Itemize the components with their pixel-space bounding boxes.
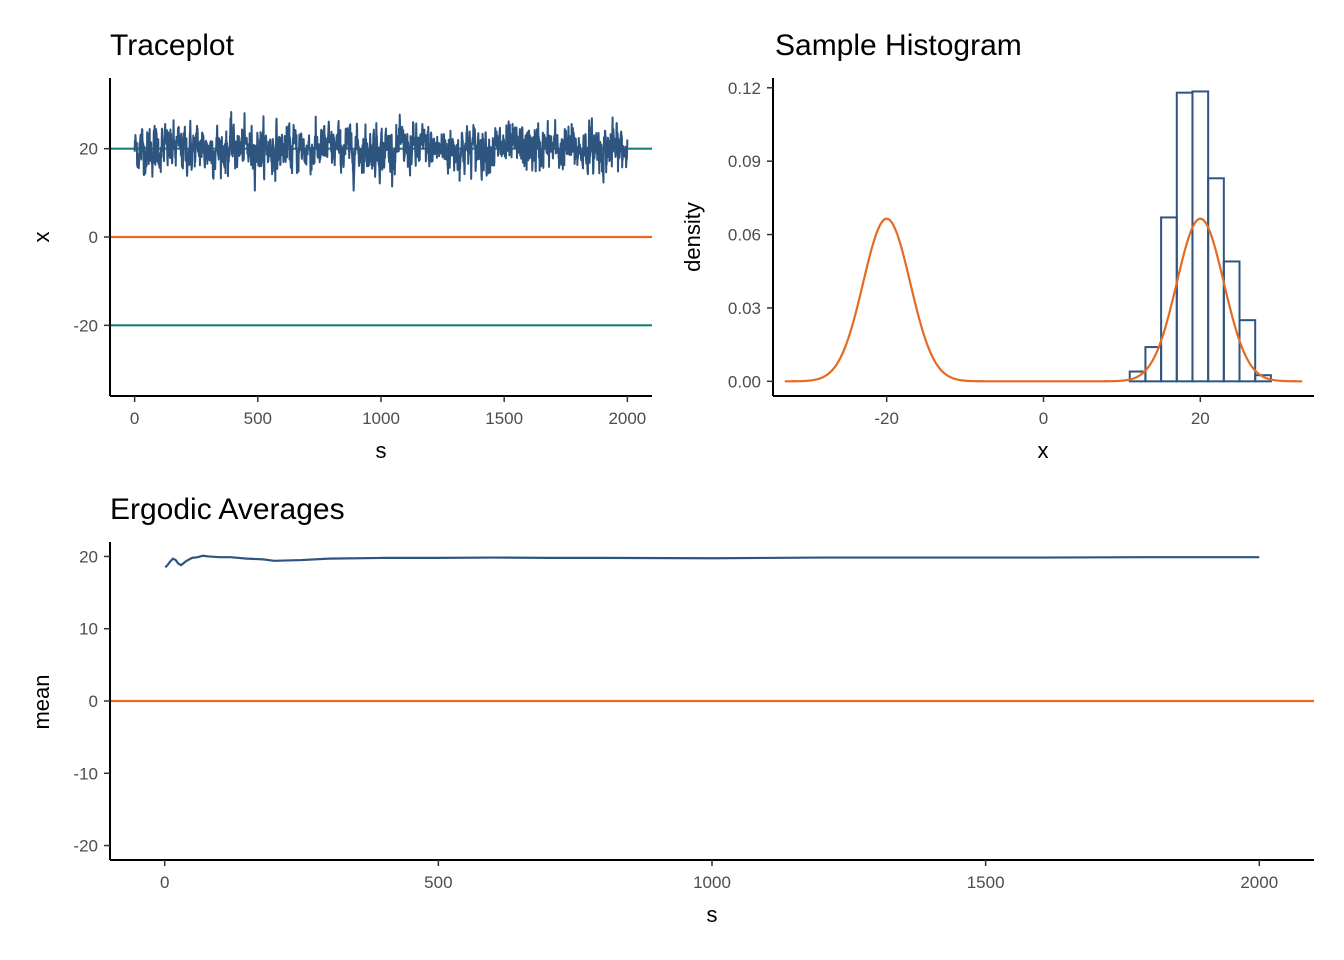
ergodic-panel: Ergodic Averages 0 500 1000 1500 2000 -20 -10… [29, 493, 1314, 927]
2-x-tick-label: 500 [424, 873, 452, 892]
traceplot-reference-lines [110, 147, 652, 327]
2-y-tick-label: 20 [79, 547, 98, 566]
histogram-bar [1238, 319, 1257, 383]
ergodic-x-axis-title: s [707, 902, 718, 927]
1-y-tick-label: 0.12 [728, 79, 761, 98]
2-x-tick-label: 1500 [967, 873, 1005, 892]
0-y-tick-label: -20 [73, 316, 98, 335]
0-x-tick-label: 1000 [362, 409, 400, 428]
1-y-tick-label: 0.03 [728, 299, 761, 318]
ergodic-title: Ergodic Averages [110, 493, 345, 526]
histogram-bar [1207, 177, 1225, 383]
histogram-bar [1175, 91, 1194, 383]
traceplot-y-ticks: -20 0 20 [73, 140, 110, 335]
traceplot-x-ticks: 0 500 1000 1500 2000 [130, 396, 646, 428]
histogram-y-axis-title: density [680, 202, 705, 272]
histogram-density-curve [784, 217, 1303, 383]
0-x-tick-label: 1500 [485, 409, 523, 428]
histogram-bars [1128, 90, 1272, 383]
1-x-tick-label: 20 [1191, 409, 1210, 428]
ergodic-y-axis-title: mean [29, 674, 54, 729]
0-x-tick-label: 500 [244, 409, 272, 428]
1-x-tick-label: -20 [874, 409, 899, 428]
1-y-tick-label: 0.00 [728, 372, 761, 391]
2-x-tick-label: 1000 [693, 873, 731, 892]
ergodic-series-line [164, 554, 1260, 569]
2-x-tick-label: 2000 [1240, 873, 1278, 892]
0-x-tick-label: 2000 [608, 409, 646, 428]
histogram-title: Sample Histogram [775, 29, 1022, 62]
ergodic-x-ticks: 0 500 1000 1500 2000 [160, 860, 1278, 892]
2-y-tick-label: 0 [89, 692, 98, 711]
1-x-tick-label: 0 [1039, 409, 1048, 428]
0-x-tick-label: 0 [130, 409, 139, 428]
traceplot-y-axis-title: x [29, 232, 54, 243]
traceplot-panel: Traceplot 0 500 1000 1500 2000 -20 0 20 s x [29, 29, 652, 463]
1-y-tick-label: 0.09 [728, 152, 761, 171]
2-x-tick-label: 0 [160, 873, 169, 892]
histogram-y-ticks: 0.00 0.03 0.06 0.09 0.12 [728, 79, 773, 391]
histogram-x-ticks: -20 0 20 [874, 396, 1210, 428]
2-y-tick-label: -10 [73, 764, 98, 783]
traceplot-title: Traceplot [110, 29, 235, 62]
histogram-bar [1160, 216, 1178, 383]
histogram-bar [1191, 90, 1210, 383]
histogram-bar [1222, 260, 1241, 383]
1-y-tick-label: 0.06 [728, 226, 761, 245]
0-y-tick-label: 0 [89, 228, 98, 247]
histogram-bar [1254, 374, 1272, 383]
0-y-tick-label: 20 [79, 140, 98, 159]
histogram-x-axis-title: x [1038, 438, 1049, 463]
ergodic-y-ticks: -20 -10 0 10 20 [73, 547, 110, 856]
histogram-panel: Sample Histogram -20 0 20 0.00 0.03 0.06 0.09… [680, 29, 1314, 463]
traceplot-x-axis-title: s [376, 438, 387, 463]
histogram-bar [1144, 346, 1163, 383]
traceplot-series-line [133, 111, 629, 192]
2-y-tick-label: -20 [73, 837, 98, 856]
2-y-tick-label: 10 [79, 620, 98, 639]
